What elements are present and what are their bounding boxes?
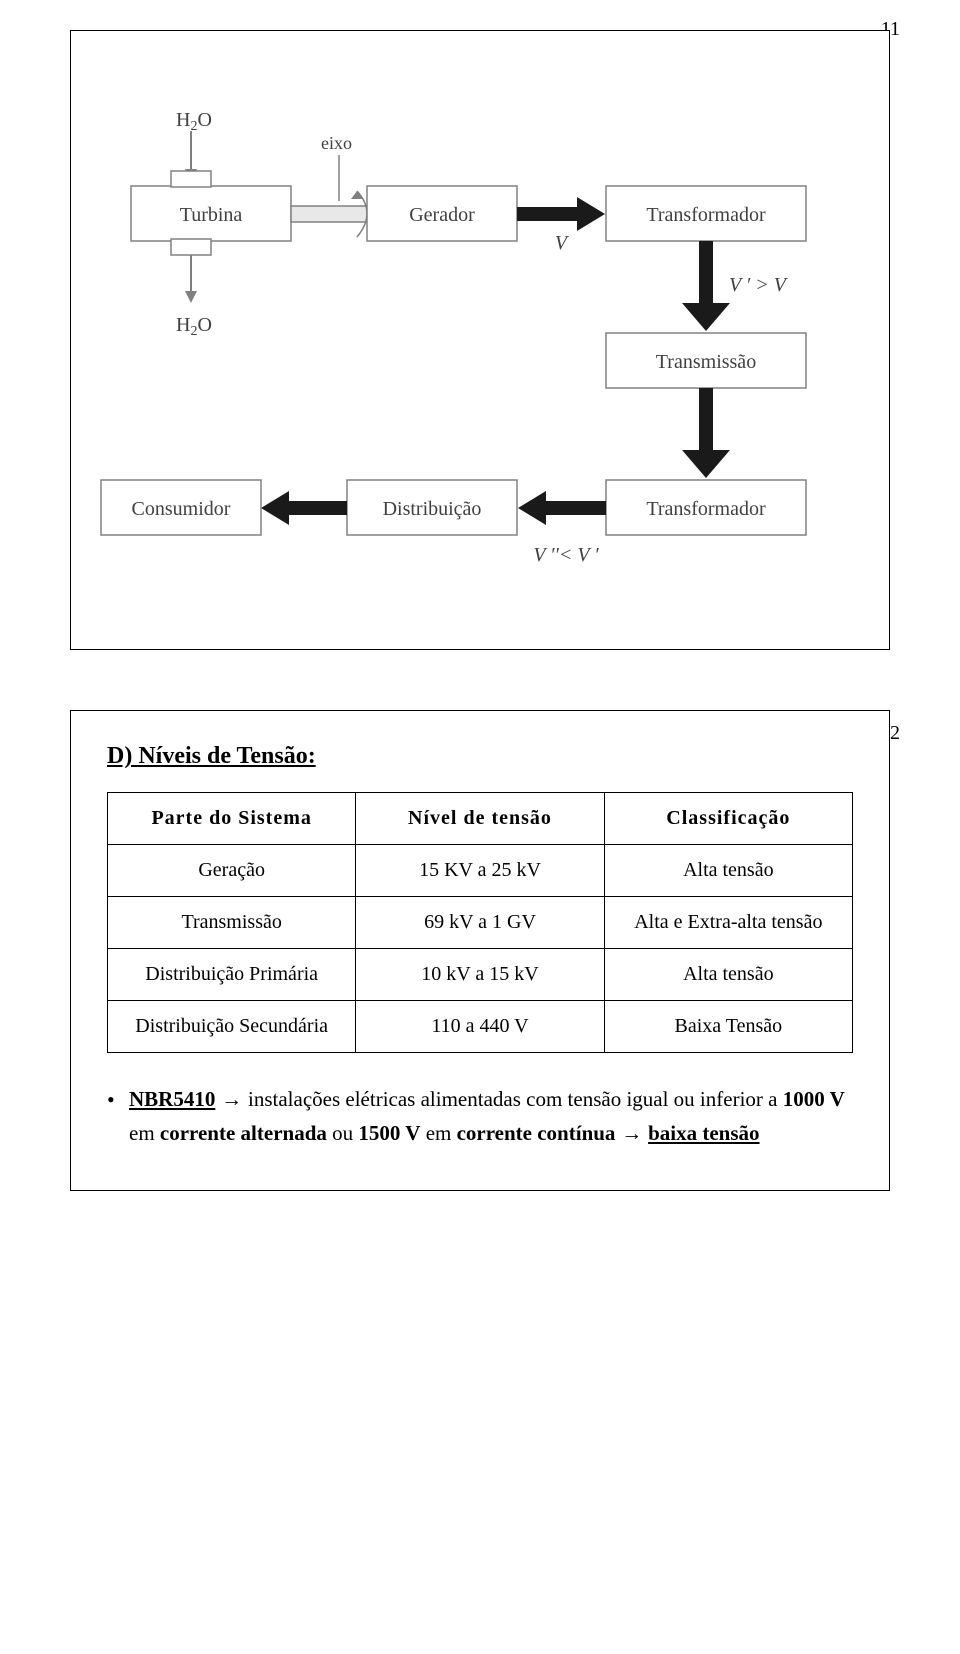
bt-cc: corrente contínua — [457, 1121, 616, 1145]
transformador1-label: Transformador — [646, 204, 766, 226]
table-row: Geração 15 KV a 25 kV Alta tensão — [108, 845, 853, 897]
cell: 15 KV a 25 kV — [356, 845, 604, 897]
arrow-icon-2: → — [615, 1122, 648, 1145]
table-row: Distribuição Secundária 110 a 440 V Baix… — [108, 1001, 853, 1053]
th-nivel: Nível de tensão — [356, 793, 604, 845]
bt-baixa: baixa tensão — [648, 1121, 759, 1145]
transformador2-label: Transformador — [646, 498, 766, 520]
arrow-transf2-distrib — [546, 501, 606, 515]
bullet-text: NBR5410 → instalações elétricas alimenta… — [129, 1083, 853, 1150]
cell: Baixa Tensão — [604, 1001, 852, 1053]
turbina-box: Turbina — [131, 171, 291, 255]
nbr-ref: NBR5410 — [129, 1087, 215, 1111]
label-h2o-top: H2O — [176, 109, 212, 134]
gerador-label: Gerador — [409, 204, 475, 226]
cell: Alta tensão — [604, 949, 852, 1001]
arrow-transf1-transmissao — [699, 241, 713, 303]
bt-ca: corrente alternada — [160, 1121, 327, 1145]
label-eixo: eixo — [321, 133, 352, 153]
cell: Geração — [108, 845, 356, 897]
th-parte: Parte do Sistema — [108, 793, 356, 845]
label-vpp-lt-vp: V ′′< V ′ — [533, 544, 599, 566]
arrow-icon: → — [215, 1088, 248, 1111]
distribuicao-label: Distribuição — [383, 498, 482, 520]
table-row: Distribuição Primária 10 kV a 15 kV Alta… — [108, 949, 853, 1001]
arrow-distrib-consumidor — [289, 501, 347, 515]
label-h2o-bottom: H2O — [176, 314, 212, 339]
transmissao-label: Transmissão — [656, 351, 756, 373]
arrow-gerador-transf — [517, 207, 577, 221]
label-vprime-gt-v: V ′ > V — [729, 274, 789, 296]
cell: Distribuição Secundária — [108, 1001, 356, 1053]
table-header-row: Parte do Sistema Nível de tensão Classif… — [108, 793, 853, 845]
th-class: Classificação — [604, 793, 852, 845]
bt-t3: ou — [327, 1121, 359, 1145]
bt-t2: em — [129, 1121, 160, 1145]
power-system-diagram: H2O Turbina H2O eixo Gerador V — [71, 31, 891, 651]
table-row: Transmissão 69 kV a 1 GV Alta e Extra-al… — [108, 897, 853, 949]
slide2-heading: D) Níveis de Tensão: — [107, 743, 853, 770]
cell: 69 kV a 1 GV — [356, 897, 604, 949]
bt-1000v: 1000 V — [783, 1087, 845, 1111]
levels-table: Parte do Sistema Nível de tensão Classif… — [107, 792, 853, 1053]
table-slide: D) Níveis de Tensão: Parte do Sistema Ní… — [70, 710, 890, 1191]
cell: Alta tensão — [604, 845, 852, 897]
bt-t1: instalações elétricas alimentadas com te… — [248, 1087, 783, 1111]
arrow-transmissao-transf2 — [699, 388, 713, 450]
label-v: V — [555, 232, 570, 254]
bullet-dot-icon: • — [107, 1083, 129, 1117]
turbina-label: Turbina — [180, 204, 243, 226]
bt-t4: em — [420, 1121, 456, 1145]
cell: 10 kV a 15 kV — [356, 949, 604, 1001]
cell: Transmissão — [108, 897, 356, 949]
shaft — [291, 206, 367, 222]
bullet-note: • NBR5410 → instalações elétricas alimen… — [107, 1083, 853, 1150]
cell: Distribuição Primária — [108, 949, 356, 1001]
bt-1500v: 1500 V — [358, 1121, 420, 1145]
consumidor-label: Consumidor — [132, 498, 231, 520]
cell: Alta e Extra-alta tensão — [604, 897, 852, 949]
diagram-slide: H2O Turbina H2O eixo Gerador V — [70, 30, 890, 650]
cell: 110 a 440 V — [356, 1001, 604, 1053]
